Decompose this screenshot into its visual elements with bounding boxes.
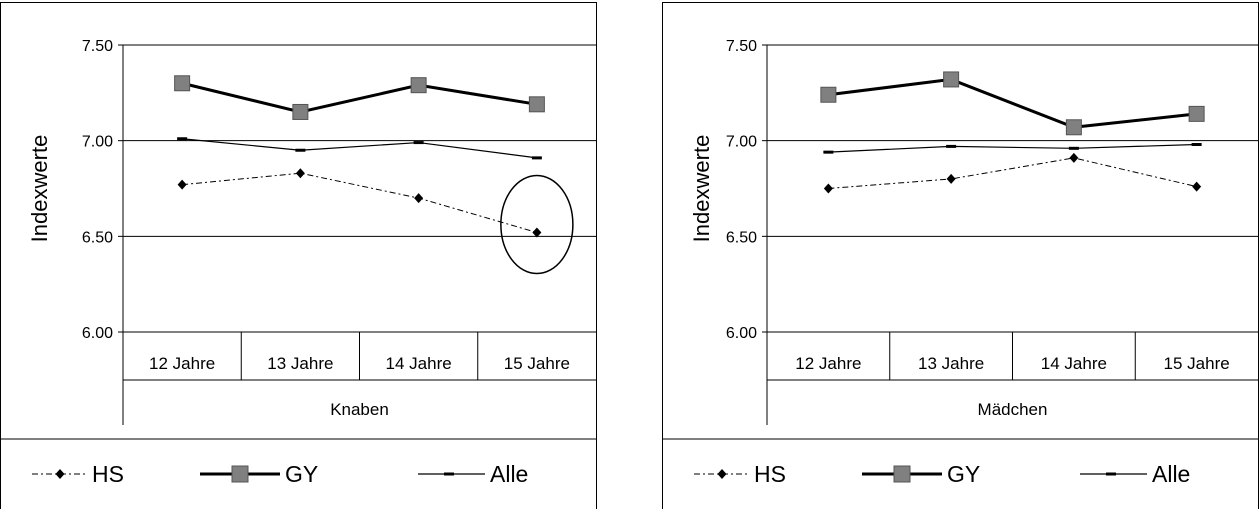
legend-swatch-marker [717,469,727,479]
point-hs [1192,181,1202,192]
legend-swatch-marker [1106,472,1116,476]
point-alle [1068,146,1079,150]
legend-label: GY [285,461,318,487]
x-tick-label: 12 Jahre [149,354,215,373]
chart-frame [662,2,1259,510]
series-line-gy [828,77,1197,129]
series-line-alle [182,138,537,159]
series-line-alle [828,143,1197,153]
point-alle [295,148,306,152]
point-gy [528,96,545,113]
point-gy [1188,105,1205,122]
y-axis-label: Indexwerte [689,135,714,243]
legend-label: Alle [490,461,528,487]
legend-item-hs: HS [694,461,786,487]
group-label: Mädchen [978,400,1048,419]
legend-swatch-marker [55,469,65,479]
x-tick-label: 15 Jahre [1164,354,1230,373]
point-alle [531,156,542,160]
point-gy [292,103,309,120]
point-hs [177,179,187,190]
chart-frame [0,2,597,510]
point-alle [823,150,834,154]
point-hs [1069,152,1079,163]
legend-swatch-marker [444,472,454,476]
y-tick-label: 6.00 [726,325,757,342]
y-tick-label: 6.50 [82,229,113,246]
y-tick-label: 6.00 [82,325,113,342]
point-alle [946,144,957,148]
point-alle [413,141,424,145]
point-hs [946,173,956,184]
legend-item-alle: Alle [418,461,528,487]
x-tick-label: 15 Jahre [504,354,570,373]
legend-label: HS [754,461,786,487]
point-hs [823,183,833,194]
legend-item-alle: Alle [1080,461,1190,487]
legend-label: HS [92,461,124,487]
legend-item-hs: HS [32,461,124,487]
group-label: Knaben [330,400,389,419]
point-gy [1065,119,1082,136]
point-gy [943,71,960,88]
point-gy [410,77,427,94]
x-tick-label: 12 Jahre [795,354,861,373]
x-tick-label: 14 Jahre [1041,354,1107,373]
legend-swatch-marker [231,465,249,483]
series-line-gy [181,81,538,114]
point-alle [177,137,188,141]
y-tick-label: 7.00 [82,134,113,151]
point-hs [295,168,305,179]
point-alle [1191,142,1202,146]
highlight-circle [500,174,574,275]
legend-item-gy: GY [862,461,980,487]
y-tick-label: 6.50 [726,229,757,246]
legend-label: GY [947,461,980,487]
y-axis-label: Indexwerte [27,135,52,243]
legend-label: Alle [1152,461,1190,487]
point-hs [532,227,542,238]
point-gy [820,86,837,103]
point-hs [414,193,424,204]
chart-2: 6.00 6.50 7.00 7.50 12 Jahre 13 Jahre 14 Jahre… [662,2,1259,510]
series-line-hs [182,172,538,233]
y-tick-label: 7.00 [726,134,757,151]
legend-item-gy: GY [200,461,318,487]
legend-swatch-marker [893,465,911,483]
series-line-hs [828,157,1197,189]
y-tick-label: 7.50 [82,38,113,55]
x-tick-label: 14 Jahre [386,354,452,373]
chart-1: 6.00 6.50 7.00 7.50 12 Jahre 13 Jahre 14 Jahre… [0,2,597,510]
x-tick-label: 13 Jahre [267,354,333,373]
point-gy [174,75,191,92]
x-tick-label: 13 Jahre [918,354,984,373]
y-tick-label: 7.50 [726,38,757,55]
